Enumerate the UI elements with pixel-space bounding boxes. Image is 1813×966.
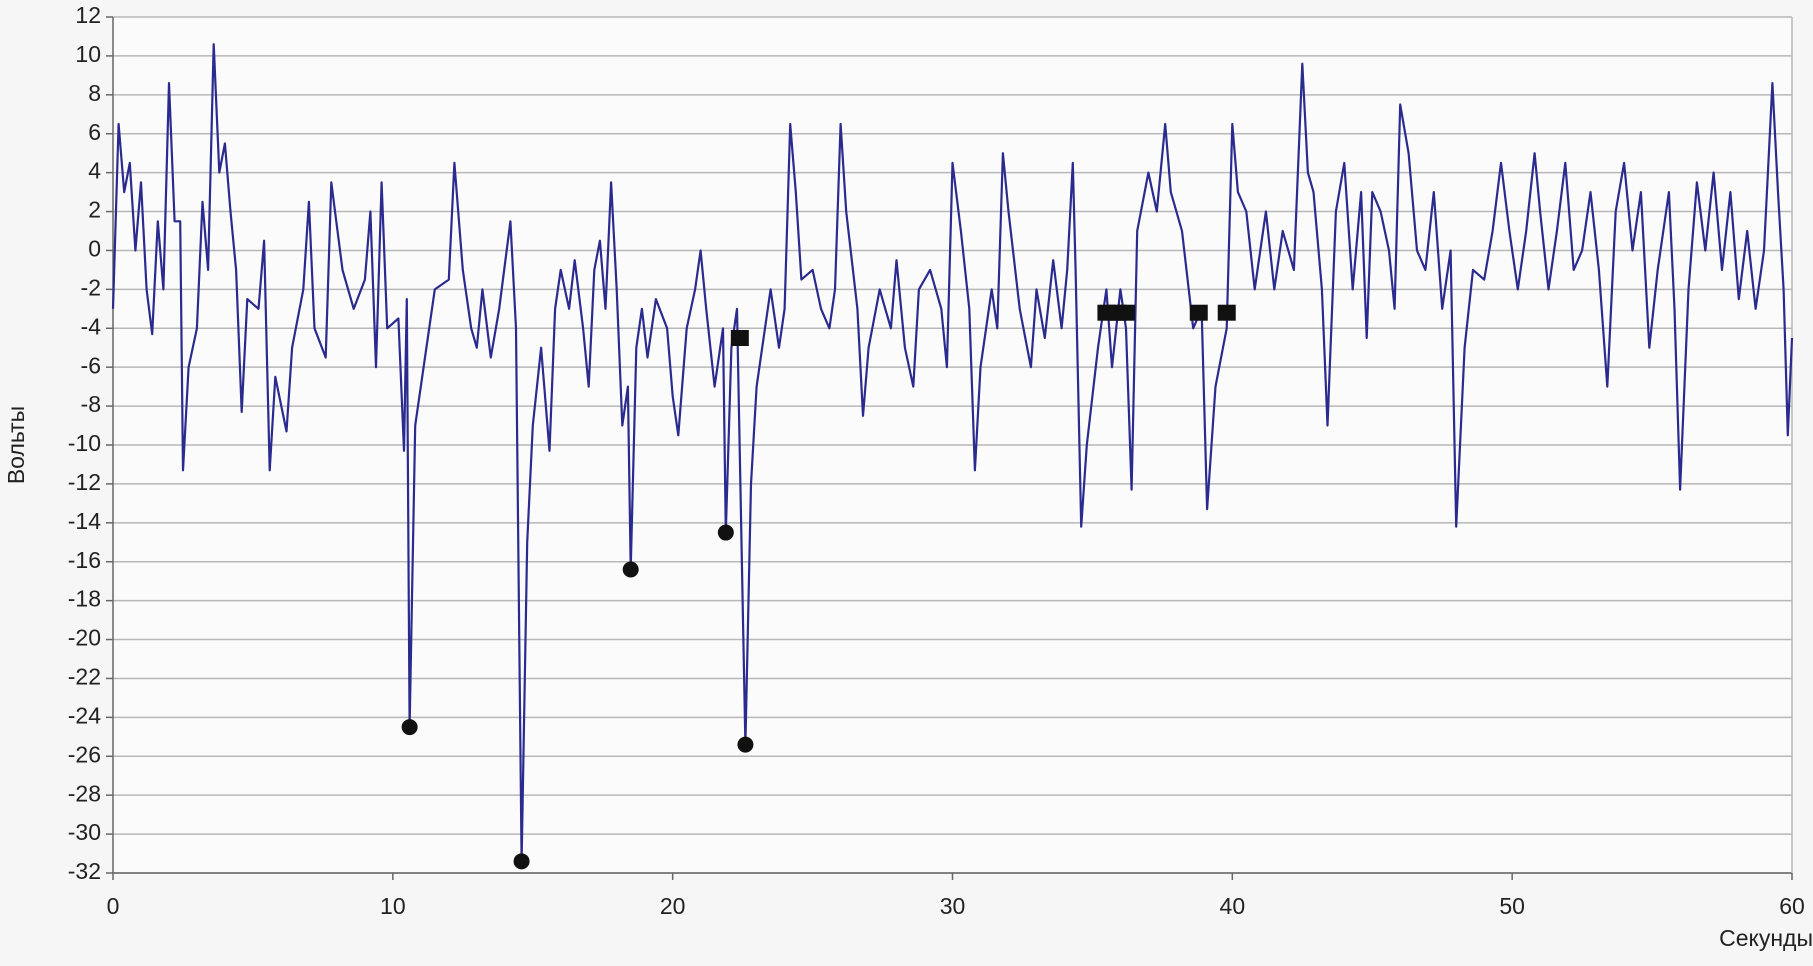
y-tick-label: -12 bbox=[68, 469, 101, 495]
y-tick-label: -2 bbox=[81, 274, 101, 300]
x-tick-label: 30 bbox=[940, 893, 966, 919]
x-tick-label: 60 bbox=[1779, 893, 1805, 919]
circle-marker bbox=[717, 524, 734, 541]
x-tick-label: 50 bbox=[1499, 893, 1525, 919]
x-tick-label: 10 bbox=[380, 893, 406, 919]
y-tick-label: -26 bbox=[68, 741, 101, 767]
y-tick-label: -6 bbox=[81, 352, 101, 378]
x-tick-label: 20 bbox=[660, 893, 686, 919]
y-tick-label: 2 bbox=[88, 197, 101, 223]
y-tick-label: 8 bbox=[88, 80, 101, 106]
square-marker bbox=[730, 330, 749, 346]
y-tick-label: -10 bbox=[68, 430, 101, 456]
y-tick-label: 6 bbox=[88, 119, 101, 145]
y-tick-label: -18 bbox=[68, 586, 101, 612]
y-tick-label: -4 bbox=[81, 313, 102, 339]
y-tick-label: -8 bbox=[81, 391, 101, 417]
y-axis-label: Вольты bbox=[3, 406, 29, 484]
circle-marker bbox=[737, 736, 754, 753]
y-tick-label: -20 bbox=[68, 625, 101, 651]
y-tick-label: -16 bbox=[68, 547, 101, 573]
square-marker bbox=[1116, 304, 1135, 321]
x-tick-label: 40 bbox=[1220, 893, 1246, 919]
y-tick-label: 12 bbox=[75, 2, 101, 28]
y-tick-label: -28 bbox=[68, 780, 101, 806]
y-tick-label: 4 bbox=[88, 158, 101, 184]
x-axis-label: Секунды bbox=[1719, 925, 1813, 951]
square-marker bbox=[1189, 304, 1208, 321]
y-tick-label: -22 bbox=[68, 664, 101, 690]
circle-marker bbox=[401, 719, 418, 736]
y-tick-label: 10 bbox=[75, 41, 101, 67]
circle-marker bbox=[622, 561, 639, 578]
y-tick-label: -24 bbox=[68, 702, 101, 728]
y-tick-label: -30 bbox=[68, 819, 101, 845]
square-marker bbox=[1217, 304, 1236, 321]
x-tick-label: 0 bbox=[107, 893, 120, 919]
y-tick-label: -32 bbox=[68, 858, 101, 884]
y-tick-label: 0 bbox=[88, 236, 101, 262]
circle-marker bbox=[513, 853, 530, 870]
data-line bbox=[111, 43, 1794, 863]
y-tick-label: -14 bbox=[68, 508, 101, 534]
